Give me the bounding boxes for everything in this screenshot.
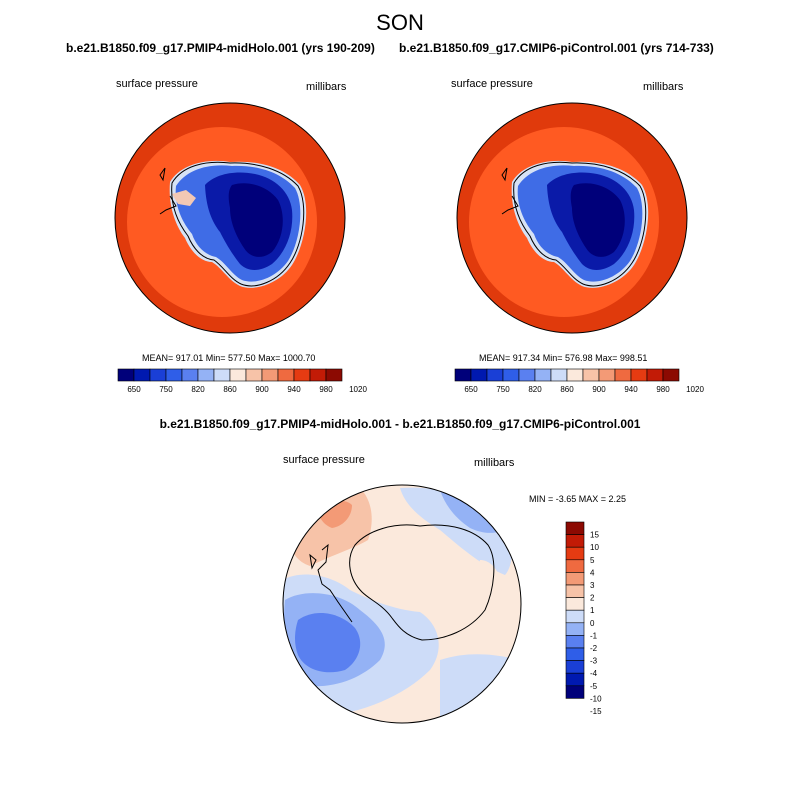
difference-colorbar-tick-label: 1 [590,606,595,615]
difference-title: b.e21.B1850.f09_g17.PMIP4-midHolo.001 - … [159,417,641,431]
right-units-label: millibars [643,81,684,93]
difference-colorbar-box [565,584,585,598]
difference-colorbar-tick-label: 2 [590,594,595,603]
left-variable-label: surface pressure [116,78,198,90]
left-colorbar-tick-label: 650 [127,385,141,394]
difference-colorbar-box [565,559,585,573]
difference-colorbar-tick-label: -4 [590,669,598,678]
difference-colorbar-tick-label: -5 [590,682,598,691]
diff-units-label: millibars [474,457,515,469]
difference-colorbar-box [565,521,585,535]
right-colorbar-tick-label: 980 [656,385,670,394]
difference-colorbar-tick-label: 0 [590,619,595,628]
difference-colorbar-box [565,647,585,661]
left-stats: MEAN= 917.01 Min= 577.50 Max= 1000.70 [142,353,316,363]
right-variable-label: surface pressure [451,78,533,90]
difference-colorbar-tick-label: 4 [590,568,595,577]
right-colorbar-tick-label: 820 [528,385,542,394]
right-colorbar-box [662,368,680,382]
difference-colorbar-box [565,622,585,636]
difference-colorbar-tick-label: 10 [590,543,599,552]
main-title: SON [376,10,424,35]
difference-colorbar-tick-label: -3 [590,657,598,666]
difference-colorbar-tick-label: 15 [590,531,599,540]
right-colorbar-tick-label: 900 [592,385,606,394]
difference-colorbar-tick-label: -2 [590,644,598,653]
difference-colorbar-tick-label: -15 [590,707,602,716]
difference-colorbar-box [565,635,585,649]
right-colorbar: 650 750 820 860 900 940 980 1020 [454,368,704,394]
diff-variable-label: surface pressure [283,454,365,466]
left-colorbar: 650 750 820 860 900 940 980 1020 [117,368,367,394]
left-colorbar-tick-label: 750 [159,385,173,394]
left-colorbar-tick-label: 980 [319,385,333,394]
left-colorbar-tick-label: 860 [223,385,237,394]
difference-colorbar-box [565,597,585,611]
difference-colorbar-tick-label: 3 [590,581,595,590]
difference-colorbar-box [565,546,585,561]
left-colorbar-tick-label: 900 [255,385,269,394]
right-colorbar-tick-label: 860 [560,385,574,394]
left-colorbar-tick-label: 820 [191,385,205,394]
left-case-title: b.e21.B1850.f09_g17.PMIP4-midHolo.001 (y… [66,41,375,55]
difference-colorbar-box [565,609,585,624]
left-units-label: millibars [306,81,347,93]
diff-stats: MIN = -3.65 MAX = 2.25 [529,494,627,504]
right-stats: MEAN= 917.34 Min= 576.98 Max= 998.51 [479,353,648,363]
difference-colorbar-box [565,534,585,548]
left-colorbar-box [325,368,343,382]
difference-colorbar-box [565,685,585,699]
difference-colorbar-tick-label: -10 [590,694,602,703]
difference-colorbar-tick-label: -1 [590,631,598,640]
difference-colorbar-box [565,660,585,674]
left-colorbar-tick-label: 940 [287,385,301,394]
difference-colorbar-box [565,672,585,687]
difference-colorbar-box [565,572,585,586]
difference-colorbar-tick-label: 5 [590,556,595,565]
left-colorbar-tick-label: 1020 [349,385,367,394]
right-colorbar-tick-label: 940 [624,385,638,394]
right-colorbar-tick-label: 650 [464,385,478,394]
right-colorbar-tick-label: 1020 [686,385,704,394]
right-colorbar-tick-label: 750 [496,385,510,394]
right-case-title: b.e21.B1850.f09_g17.CMIP6-piControl.001 … [399,41,714,55]
